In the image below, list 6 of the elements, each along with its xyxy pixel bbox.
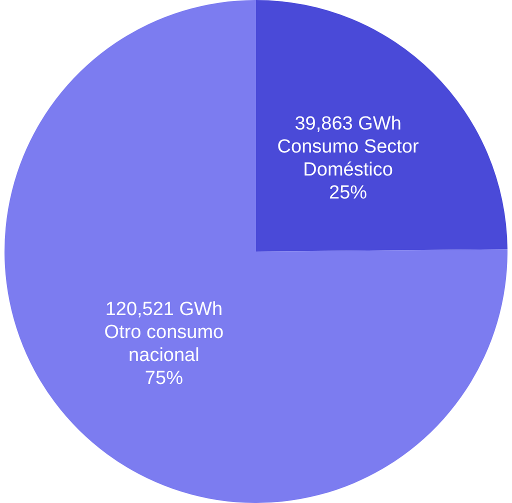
text: 75% — [144, 368, 184, 390]
text: 25% — [329, 182, 368, 204]
slice-label: Consumo Sector Doméstico — [277, 136, 420, 180]
slice-label: Otro consumo nacional — [104, 322, 224, 366]
data-label: 39,863 GWh — [294, 113, 402, 134]
data-label: 120,521 GWh — [105, 299, 223, 320]
